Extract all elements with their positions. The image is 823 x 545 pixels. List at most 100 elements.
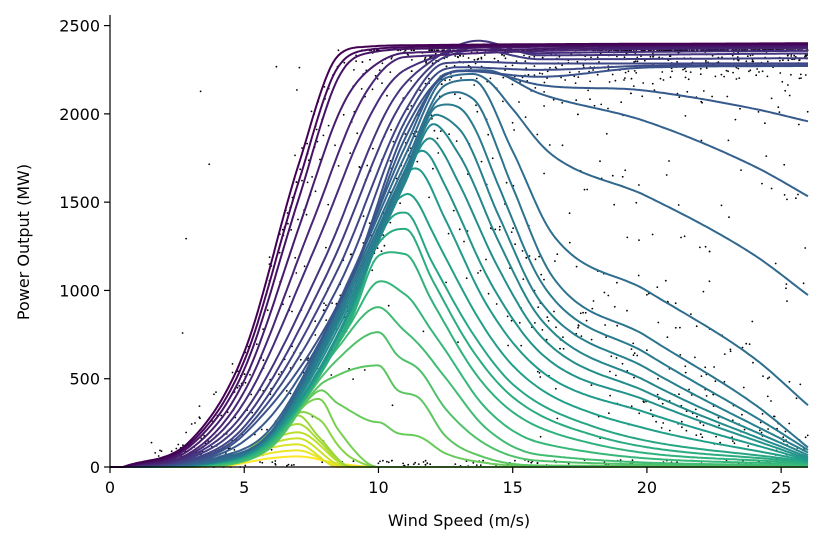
scatter-point <box>783 194 786 196</box>
scatter-point <box>190 423 193 425</box>
scatter-point <box>404 133 407 135</box>
scatter-point <box>651 233 654 236</box>
scatter-point <box>684 115 687 117</box>
scatter-point <box>407 463 410 466</box>
scatter-point <box>539 376 542 378</box>
scatter-point <box>494 228 497 231</box>
scatter-point <box>770 400 772 402</box>
scatter-point <box>616 324 619 327</box>
scatter-point <box>389 160 392 162</box>
scatter-point <box>377 462 380 465</box>
scatter-point <box>530 461 533 464</box>
scatter-point <box>748 70 750 73</box>
scatter-point <box>784 430 787 433</box>
scatter-point <box>793 54 796 57</box>
scatter-point <box>487 133 490 136</box>
scatter-point <box>634 60 637 63</box>
scatter-point <box>480 160 483 163</box>
scatter-point <box>760 431 763 434</box>
scatter-point <box>369 58 371 61</box>
scatter-point <box>747 445 750 447</box>
scatter-point <box>720 204 723 207</box>
scatter-point <box>562 347 565 350</box>
axes: 0 5 10 15 20 25 0 500 1000 1500 2000 2500 <box>59 15 808 497</box>
scatter-point <box>568 212 571 215</box>
scatter-point <box>679 326 681 329</box>
scatter-point <box>723 380 726 383</box>
scatter-point <box>685 429 688 432</box>
scatter-point <box>474 62 477 65</box>
scatter-point <box>745 342 748 345</box>
scatter-point <box>678 96 681 98</box>
scatter-point <box>770 97 773 100</box>
scatter-point <box>483 54 486 56</box>
scatter-point <box>231 363 234 365</box>
scatter-point <box>506 315 509 318</box>
scatter-point <box>315 128 318 131</box>
power-curve-line <box>110 72 809 468</box>
scatter-point <box>608 81 611 83</box>
scatter-point <box>536 370 539 373</box>
scatter-point <box>583 188 586 191</box>
scatter-point <box>682 68 684 71</box>
scatter-point <box>402 462 404 465</box>
scatter-point <box>620 101 623 104</box>
scatter-point <box>422 461 425 463</box>
scatter-point <box>366 164 369 167</box>
scatter-point <box>389 71 392 73</box>
scatter-point <box>741 346 744 349</box>
scatter-point <box>593 104 596 107</box>
scatter-point <box>708 280 711 283</box>
y-tick-label: 0 <box>90 458 100 477</box>
scatter-point <box>774 262 777 265</box>
scatter-point <box>331 302 333 304</box>
scatter-point <box>800 77 802 79</box>
scatter-point <box>700 375 703 377</box>
scatter-point <box>306 181 309 184</box>
scatter-point <box>154 452 157 454</box>
scatter-point <box>723 353 726 355</box>
scatter-point <box>577 326 579 329</box>
scatter-point <box>260 428 263 431</box>
scatter-point <box>610 355 613 358</box>
scatter-point <box>389 221 392 224</box>
scatter-point <box>412 463 415 466</box>
scatter-point <box>528 255 531 257</box>
scatter-point <box>417 463 420 465</box>
scatter-point <box>505 181 508 184</box>
scatter-point <box>410 49 413 52</box>
scatter-point <box>705 395 708 397</box>
scatter-point <box>636 354 639 357</box>
scatter-point <box>731 54 734 57</box>
scatter-point <box>741 413 743 416</box>
x-tick-label: 25 <box>771 478 791 497</box>
scatter-point <box>578 71 580 73</box>
scatter-point <box>489 77 492 80</box>
scatter-point <box>424 463 427 466</box>
scatter-point <box>325 319 328 321</box>
scatter-point <box>362 215 365 218</box>
scatter-point <box>274 464 277 466</box>
scatter-point <box>360 88 363 90</box>
scatter-point <box>527 73 530 76</box>
scatter-point <box>548 144 551 146</box>
scatter-point <box>372 147 374 150</box>
scatter-point <box>299 358 302 361</box>
scatter-point <box>661 402 664 405</box>
scatter-point <box>419 89 421 92</box>
scatter-point <box>382 459 384 462</box>
scatter-point <box>299 168 302 171</box>
scatter-point <box>713 366 715 368</box>
scatter-point <box>787 84 789 86</box>
scatter-point <box>541 329 544 331</box>
power-curve-line <box>110 103 809 468</box>
scatter-point <box>522 278 525 280</box>
scatter-point <box>632 342 635 345</box>
scatter-point <box>585 319 588 322</box>
scatter-point <box>295 181 298 184</box>
scatter-point <box>475 77 478 80</box>
scatter-point <box>700 139 703 142</box>
scatter-point <box>577 113 579 116</box>
scatter-point <box>463 240 465 243</box>
scatter-point <box>213 393 215 396</box>
